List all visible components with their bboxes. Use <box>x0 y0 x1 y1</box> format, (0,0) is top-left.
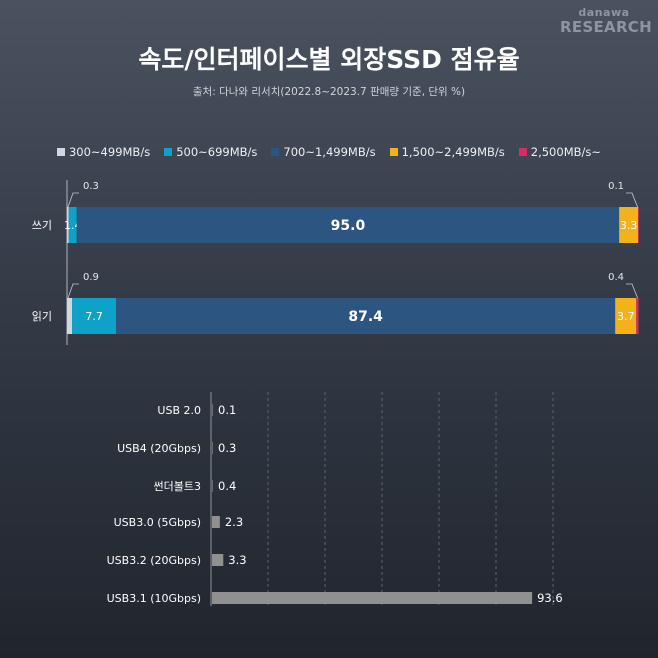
data-label: 0.3 <box>218 441 236 455</box>
category-label: USB 2.0 <box>157 404 201 417</box>
danawa-research-logo: danawa RESEARCH <box>560 6 652 44</box>
data-label: 95.0 <box>331 218 366 234</box>
data-label: 3.3 <box>620 219 638 232</box>
bar <box>212 516 220 528</box>
legend-swatch <box>271 148 280 156</box>
data-label: 0.1 <box>608 181 624 192</box>
bar-segment <box>68 207 77 243</box>
bar <box>212 480 213 492</box>
legend-swatch <box>164 148 173 156</box>
category-label: 읽기 <box>32 310 52 323</box>
legend-label: 700~1,499MB/s <box>283 145 376 159</box>
data-label: 0.3 <box>83 181 99 192</box>
bar-segment <box>116 298 616 334</box>
bar <box>212 554 224 566</box>
data-label: 7.7 <box>85 310 103 323</box>
callout-line <box>67 192 79 208</box>
category-label: USB3.0 (5Gbps) <box>114 516 201 529</box>
legend-label: 2,500MB/s~ <box>530 145 602 159</box>
callout-line <box>67 283 79 299</box>
bar <box>212 442 213 454</box>
data-label: 0.4 <box>218 479 236 493</box>
bar-segment <box>636 298 639 334</box>
bar-segment <box>76 207 620 243</box>
data-label: 2.3 <box>225 515 243 529</box>
bar-segment <box>638 207 639 243</box>
legend-item: 500~699MB/s <box>164 145 257 159</box>
bar-segment <box>72 298 117 334</box>
legend-item: 1,500~2,499MB/s <box>389 145 505 159</box>
legend-item: 300~499MB/s <box>56 145 151 159</box>
data-label: 93.6 <box>537 591 563 605</box>
category-label: USB3.1 (10Gbps) <box>107 592 201 605</box>
data-label: 0.1 <box>218 403 236 417</box>
legend-label: 300~499MB/s <box>68 145 151 159</box>
bar <box>212 592 533 604</box>
data-label: 0.9 <box>83 272 99 283</box>
category-label: USB4 (20Gbps) <box>117 442 201 455</box>
legend-swatch <box>518 148 527 156</box>
legend-item: 700~1,499MB/s <box>271 145 376 159</box>
data-label: 3.7 <box>617 310 635 323</box>
chart-title: 속도/인터페이스별 외장SSD 점유율 <box>138 45 520 74</box>
logo-line2: RESEARCH <box>560 18 652 36</box>
bar-segment <box>67 298 73 334</box>
callout-line <box>626 283 638 299</box>
data-label: 0.4 <box>608 272 624 283</box>
category-label: USB3.2 (20Gbps) <box>107 554 201 567</box>
legend-label: 1,500~2,499MB/s <box>401 145 505 159</box>
data-label: 87.4 <box>348 309 383 325</box>
bar-segment <box>619 207 638 243</box>
legend: 300~499MB/s 500~699MB/s 700~1,499MB/s 1,500… <box>0 145 658 159</box>
callout-line <box>626 192 638 208</box>
legend-swatch <box>389 148 398 156</box>
chart-subtitle: 출처: 다나와 리서치(2022.8~2023.7 판매량 기준, 단위 %) <box>192 86 466 98</box>
legend-swatch <box>56 148 65 156</box>
logo-line1: danawa <box>578 6 630 19</box>
legend-item: 2,500MB/s~ <box>518 145 602 159</box>
data-label: 3.3 <box>228 553 246 567</box>
legend-label: 500~699MB/s <box>176 145 258 159</box>
category-label: 썬더볼트3 <box>154 480 201 493</box>
category-label: 쓰기 <box>32 219 52 232</box>
bar <box>212 404 213 416</box>
bar-segment <box>67 207 69 243</box>
bar-segment <box>615 298 637 334</box>
